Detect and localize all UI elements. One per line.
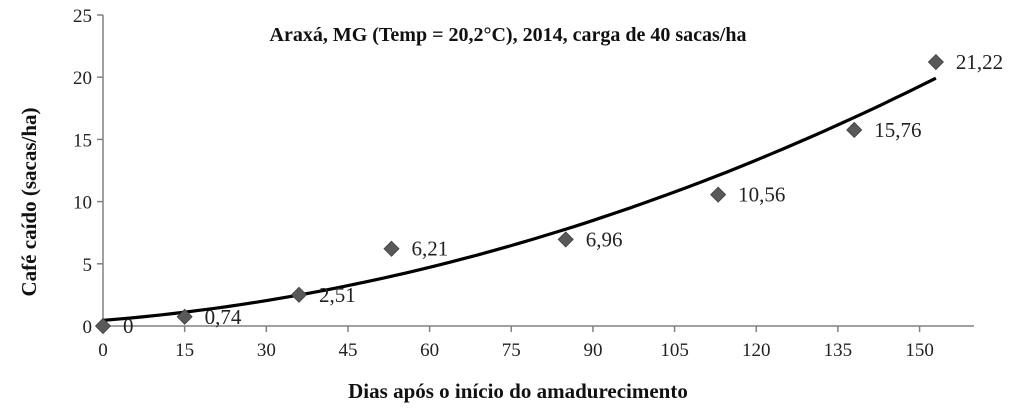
data-label: 21,22 xyxy=(956,50,1003,74)
x-ticks: 0 15 30 45 60 75 90 105 120 135 150 xyxy=(98,326,934,361)
x-tick-label: 15 xyxy=(175,340,194,361)
x-tick-label: 60 xyxy=(420,340,439,361)
x-tick-label: 45 xyxy=(338,340,357,361)
data-point xyxy=(290,286,308,303)
x-tick-label: 150 xyxy=(905,340,934,361)
x-axis-title: Dias após o início do amadurecimento xyxy=(348,379,688,403)
x-tick-label: 105 xyxy=(660,340,689,361)
data-label: 6,96 xyxy=(586,227,623,251)
data-point xyxy=(383,240,400,257)
y-ticks: 0 5 10 15 20 25 xyxy=(73,6,103,338)
data-point xyxy=(846,121,863,139)
data-labels: 0 0,74 2,51 6,21 6,96 10,56 15,76 21,22 xyxy=(123,50,1003,338)
data-label: 15,76 xyxy=(874,118,921,142)
data-label: 0,74 xyxy=(205,305,242,329)
x-tick-label: 90 xyxy=(583,340,602,361)
trendline-group xyxy=(102,76,937,322)
data-label: 0 xyxy=(123,314,134,338)
chart-title: Araxá, MG (Temp = 20,2°C), 2014, carga d… xyxy=(270,24,747,46)
data-label: 2,51 xyxy=(319,283,356,307)
x-tick-label: 0 xyxy=(98,340,108,361)
trendline xyxy=(102,76,937,322)
x-tick-label: 30 xyxy=(257,340,276,361)
y-tick-label: 20 xyxy=(73,68,92,89)
axes xyxy=(102,15,974,327)
data-point xyxy=(710,186,727,203)
y-tick-label: 10 xyxy=(73,193,92,214)
y-tick-label: 0 xyxy=(83,317,93,338)
x-tick-label: 120 xyxy=(742,340,771,361)
data-label: 6,21 xyxy=(412,237,449,261)
y-tick-label: 25 xyxy=(73,6,92,27)
data-point xyxy=(557,231,574,248)
x-tick-label: 135 xyxy=(824,340,853,361)
x-tick-label: 75 xyxy=(502,340,521,361)
data-point xyxy=(94,317,112,335)
data-point xyxy=(176,308,193,325)
y-axis-title: Café caído (sacas/ha) xyxy=(17,108,41,297)
data-points xyxy=(94,53,944,335)
data-point xyxy=(927,53,944,71)
data-label: 10,56 xyxy=(738,183,785,207)
y-tick-label: 5 xyxy=(83,255,93,276)
y-tick-label: 15 xyxy=(73,130,92,151)
